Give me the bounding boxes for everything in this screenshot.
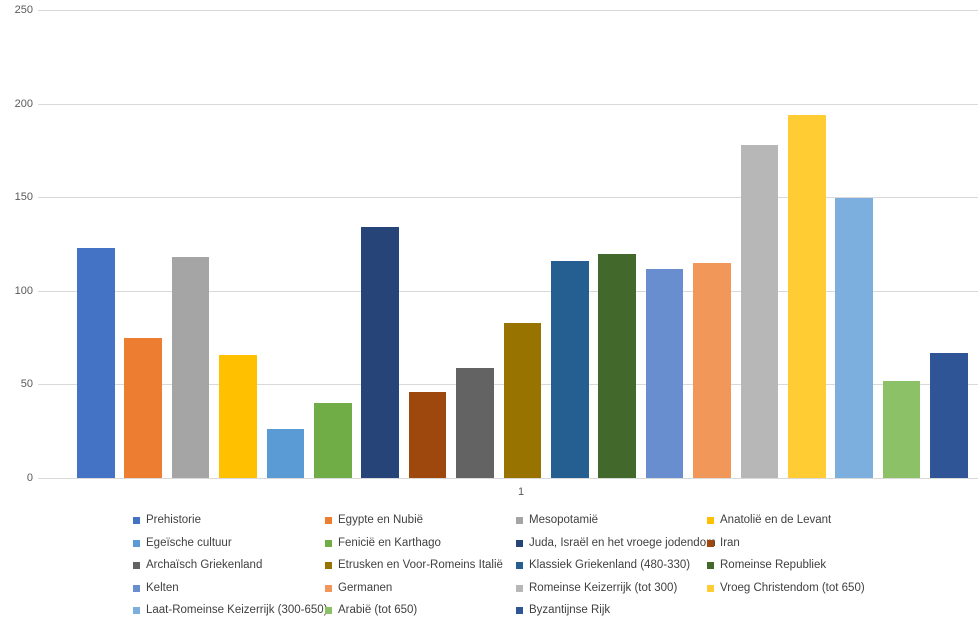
legend-label: Arabië (tot 650) xyxy=(338,604,418,616)
legend-item: Byzantijnse Rijk xyxy=(516,604,610,617)
legend-item: Anatolië en de Levant xyxy=(707,514,831,527)
bar xyxy=(835,197,873,478)
gridline xyxy=(38,103,978,105)
legend-item: Fenicië en Karthago xyxy=(325,537,441,550)
legend-label: Germanen xyxy=(338,582,393,594)
legend-swatch xyxy=(516,585,523,592)
legend-label: Kelten xyxy=(146,582,179,594)
legend-swatch xyxy=(707,562,714,569)
legend-swatch xyxy=(133,607,140,614)
bar xyxy=(930,352,968,478)
bar xyxy=(693,262,731,478)
legend-label: Anatolië en de Levant xyxy=(720,514,832,526)
legend-label: Byzantijnse Rijk xyxy=(529,604,611,616)
gridline xyxy=(38,290,978,292)
y-axis-tick-label: 100 xyxy=(14,284,33,297)
legend-label: Klassiek Griekenland (480-330) xyxy=(529,559,691,571)
legend-label: Egypte en Nubië xyxy=(338,514,424,526)
bar xyxy=(456,367,494,478)
legend-item: Arabië (tot 650) xyxy=(325,604,417,617)
bar xyxy=(124,337,162,478)
gridline xyxy=(38,197,978,198)
x-axis-tick-label: 1 xyxy=(517,486,525,498)
legend-item: Vroeg Christendom (tot 650) xyxy=(707,582,865,595)
legend-label: Romeinse Keizerrijk (tot 300) xyxy=(529,582,678,594)
legend-swatch xyxy=(516,540,523,547)
legend-item: Etrusken en Voor-Romeins Italië xyxy=(325,559,503,572)
bar xyxy=(503,322,542,478)
legend-swatch xyxy=(325,585,332,592)
y-axis-tick-label: 250 xyxy=(14,4,33,16)
legend-label: Juda, Israël en het vroege jodendom xyxy=(529,537,716,549)
legend-item: Romeinse Keizerrijk (tot 300) xyxy=(516,582,677,595)
gridline xyxy=(38,477,978,479)
legend-item: Klassiek Griekenland (480-330) xyxy=(516,559,690,572)
legend-item: Germanen xyxy=(325,582,392,595)
legend-label: Etrusken en Voor-Romeins Italië xyxy=(338,559,503,571)
legend-swatch xyxy=(325,517,332,524)
bar xyxy=(598,253,636,478)
legend-item: Egeïsche cultuur xyxy=(133,537,232,550)
legend-swatch xyxy=(325,607,332,614)
gridline xyxy=(38,10,978,11)
legend-swatch xyxy=(707,517,714,524)
legend-label: Laat-Romeinse Keizerrijk (300-650) xyxy=(146,604,328,616)
legend-label: Archaïsch Griekenland xyxy=(146,559,263,571)
legend-swatch xyxy=(325,540,332,547)
y-axis-tick-label: 150 xyxy=(14,191,33,203)
legend-swatch xyxy=(516,517,523,524)
legend-label: Fenicië en Karthago xyxy=(338,537,441,549)
legend-item: Mesopotamië xyxy=(516,514,598,527)
legend-item: Laat-Romeinse Keizerrijk (300-650) xyxy=(133,604,328,617)
legend-item: Juda, Israël en het vroege jodendom xyxy=(516,537,716,550)
legend-swatch xyxy=(707,585,714,592)
legend-label: Egeïsche cultuur xyxy=(146,537,232,549)
bar xyxy=(219,354,257,478)
legend-swatch xyxy=(516,607,523,614)
legend-swatch xyxy=(325,562,332,569)
legend-swatch xyxy=(707,540,714,547)
y-axis-tick-label: 0 xyxy=(26,471,33,484)
bar xyxy=(266,429,305,478)
bar xyxy=(788,115,826,478)
bar xyxy=(408,391,447,478)
legend-item: Prehistorie xyxy=(133,514,201,527)
legend-item: Kelten xyxy=(133,582,179,595)
bar xyxy=(361,227,399,478)
bar xyxy=(171,257,210,478)
legend-swatch xyxy=(133,562,140,569)
legend-label: Iran xyxy=(720,537,740,549)
bar xyxy=(314,403,352,478)
legend-item: Archaïsch Griekenland xyxy=(133,559,262,572)
y-axis-tick-label: 200 xyxy=(14,97,33,110)
bar xyxy=(882,380,921,478)
legend-swatch xyxy=(133,585,140,592)
legend-item: Egypte en Nubië xyxy=(325,514,423,527)
legend-label: Prehistorie xyxy=(146,514,201,526)
y-axis-tick-label: 50 xyxy=(20,378,33,390)
bar xyxy=(645,268,684,478)
legend-item: Iran xyxy=(707,537,740,550)
legend-label: Romeinse Republiek xyxy=(720,559,827,571)
bar xyxy=(740,145,779,478)
legend-item: Romeinse Republiek xyxy=(707,559,826,572)
legend-label: Vroeg Christendom (tot 650) xyxy=(720,582,865,594)
bar xyxy=(77,247,115,478)
legend-label: Mesopotamië xyxy=(529,514,599,526)
legend-swatch xyxy=(516,562,523,569)
bar xyxy=(551,261,589,478)
legend-swatch xyxy=(133,517,140,524)
legend-swatch xyxy=(133,540,140,547)
